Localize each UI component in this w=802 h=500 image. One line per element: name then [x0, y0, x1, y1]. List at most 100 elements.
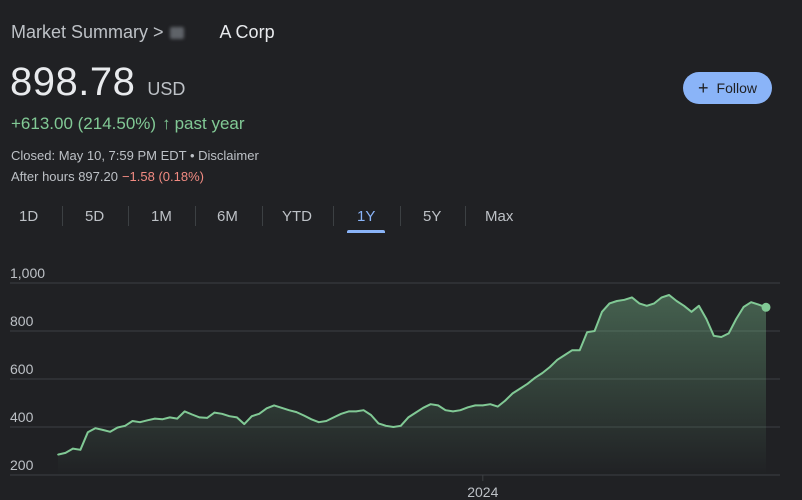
- price-point: [459, 409, 462, 411]
- price-point: [332, 416, 335, 419]
- y-tick-label: 600: [10, 361, 34, 377]
- price-point: [429, 403, 432, 405]
- breadcrumb-market-summary-link[interactable]: Market Summary: [11, 22, 149, 42]
- range-tab[interactable]: 6M: [217, 208, 238, 225]
- last-price-dot: [761, 302, 771, 312]
- price-point: [161, 418, 164, 421]
- price-point: [183, 410, 186, 413]
- price-point: [236, 416, 238, 419]
- follow-button-label: Follow: [716, 80, 757, 96]
- plus-icon: +: [698, 78, 709, 98]
- price-point: [303, 414, 305, 417]
- price-chart[interactable]: 200 400 600 800 1,000 2024: [0, 260, 802, 500]
- y-tick-label: 200: [10, 457, 34, 473]
- current-price: 898.78: [10, 60, 136, 104]
- price-point: [638, 302, 641, 305]
- price-point: [206, 417, 208, 419]
- follow-button[interactable]: + Follow: [683, 72, 772, 104]
- price-point: [690, 311, 693, 313]
- price-point: [116, 426, 119, 429]
- price-point: [57, 453, 59, 456]
- market-closed-info: Closed: May 10, 7:59 PM EDT • Disclaimer: [11, 148, 259, 163]
- price-point: [556, 359, 559, 361]
- range-tab[interactable]: YTD: [282, 208, 312, 225]
- price-point: [228, 415, 231, 417]
- range-tabs: 1D 5D 1M 6M YTD 1Y 5Y Max: [0, 200, 540, 234]
- price-point: [668, 294, 670, 296]
- price-point: [213, 411, 216, 414]
- y-axis-labels: 200 400 600 800 1,000: [10, 265, 45, 473]
- price-point: [698, 305, 700, 307]
- breadcrumb-separator: >: [153, 22, 164, 42]
- price-point: [139, 421, 141, 423]
- price-change-value: +613.00 (214.50%): [11, 114, 157, 133]
- price-point: [265, 407, 268, 410]
- price-point: [318, 421, 320, 423]
- price-point: [169, 416, 171, 419]
- range-tab[interactable]: Max: [485, 208, 514, 225]
- price-point: [496, 405, 499, 408]
- range-tab-active[interactable]: 1Y: [357, 208, 376, 225]
- range-divider: [195, 206, 196, 226]
- breadcrumb: Market Summary > A Corp: [11, 22, 275, 43]
- price-point: [258, 413, 261, 415]
- price-point: [541, 372, 544, 374]
- price-point: [549, 366, 551, 368]
- range-tab[interactable]: 1D: [19, 208, 39, 225]
- price-point: [735, 318, 737, 320]
- price-point: [340, 413, 343, 415]
- price-points: [57, 294, 767, 456]
- company-name: A Corp: [219, 22, 275, 42]
- price-point: [191, 413, 193, 416]
- price-point: [578, 349, 581, 351]
- after-hours-price: After hours 897.20: [11, 169, 118, 184]
- after-hours-change: −1.58 (0.18%): [121, 169, 204, 184]
- price-point: [94, 427, 97, 429]
- price-point: [660, 296, 663, 299]
- price-point: [109, 431, 111, 433]
- price-point: [727, 332, 730, 335]
- price-point: [362, 409, 365, 411]
- range-divider: [62, 206, 63, 226]
- price-point: [198, 416, 201, 419]
- range-tab[interactable]: 1M: [151, 208, 172, 225]
- price-point: [750, 301, 752, 303]
- price-point: [273, 404, 275, 407]
- price-point: [79, 449, 82, 451]
- price-point: [280, 407, 283, 409]
- price-point: [154, 417, 156, 420]
- price-point: [713, 335, 715, 337]
- price-point: [146, 419, 149, 422]
- price-point: [72, 447, 74, 450]
- price-point: [489, 403, 492, 405]
- price-point: [511, 392, 514, 395]
- price-point: [385, 425, 387, 427]
- price-point: [519, 387, 521, 390]
- price-point: [482, 404, 484, 407]
- price-point: [646, 305, 648, 307]
- price-point: [251, 415, 253, 417]
- price-point: [534, 377, 536, 379]
- range-tab[interactable]: 5D: [85, 208, 105, 225]
- price-line: [57, 294, 767, 456]
- price-area-fill: [58, 295, 766, 475]
- price-point: [474, 404, 477, 407]
- price-point: [437, 404, 439, 407]
- price-point: [131, 420, 134, 422]
- price-point: [347, 410, 350, 413]
- price-point: [407, 416, 410, 419]
- active-range-indicator: [347, 230, 385, 233]
- price-point: [601, 311, 603, 313]
- price-point: [310, 418, 313, 421]
- arrow-up-icon: ↑: [162, 114, 171, 133]
- y-tick-label: 1,000: [10, 265, 45, 281]
- price-point: [243, 423, 246, 425]
- y-tick-label: 800: [10, 313, 34, 329]
- price-point: [683, 305, 685, 307]
- range-tab[interactable]: 5Y: [423, 208, 442, 225]
- price-point: [653, 302, 655, 305]
- price-point: [720, 336, 723, 338]
- range-divider: [400, 206, 401, 226]
- price-point: [221, 413, 223, 415]
- price-row: 898.78 USD: [10, 60, 185, 105]
